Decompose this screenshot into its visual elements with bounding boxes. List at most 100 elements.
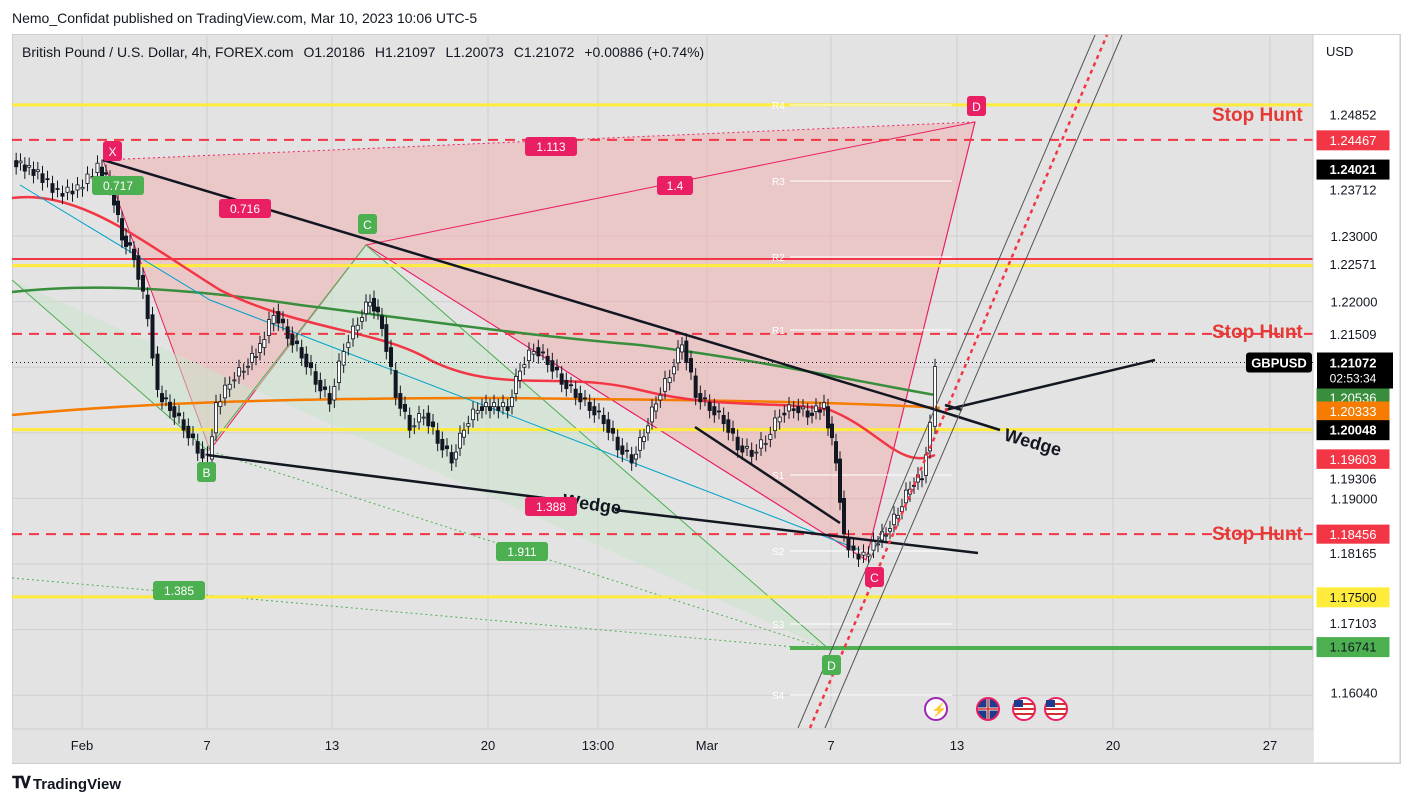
candle (75, 177, 80, 198)
price-label[interactable]: 1.20333 (1316, 401, 1390, 422)
candle (509, 389, 514, 415)
price-label[interactable]: 1.20048 (1316, 420, 1390, 441)
candle (830, 416, 835, 446)
price-label[interactable]: 1.19603 (1316, 449, 1390, 470)
time-axis[interactable] (12, 728, 1313, 762)
harmonic-pattern-green[interactable] (11, 244, 831, 651)
candle (693, 368, 698, 406)
price-label[interactable]: 1.18456 (1316, 524, 1390, 545)
candle (200, 441, 205, 466)
y-tick-label: 1.19000 (1331, 491, 1378, 506)
candle (597, 403, 602, 420)
candle (717, 403, 722, 420)
candle (866, 546, 871, 565)
candle (266, 311, 271, 344)
candle (620, 438, 625, 463)
candle (359, 309, 364, 330)
candle (150, 306, 155, 366)
event-icons[interactable]: ⚡ (924, 697, 1068, 721)
price-label[interactable]: 1.24467 (1316, 130, 1390, 151)
candle (851, 538, 856, 559)
price-label[interactable]: 1.17500 (1316, 587, 1390, 608)
price-label[interactable]: 1.24852 (1316, 105, 1390, 126)
x-tick-label: 7 (203, 738, 210, 753)
pivot-label: R3 (772, 177, 785, 188)
candle (658, 387, 663, 408)
price-label[interactable]: 1.17103 (1316, 613, 1390, 634)
candle (514, 368, 519, 402)
price-label[interactable]: 1.22571 (1316, 254, 1390, 275)
candle (470, 401, 475, 428)
price-label[interactable]: 1.21509 (1316, 324, 1390, 345)
candle (195, 433, 200, 462)
candle (475, 402, 480, 422)
price-label[interactable]: 1.24021 (1316, 159, 1390, 180)
ratio-label[interactable]: 1.385 (153, 581, 205, 600)
legend-high: H1.21097 (374, 44, 436, 60)
currency-label: USD (1326, 44, 1353, 59)
candle (120, 210, 125, 248)
candle (782, 405, 787, 423)
candle (363, 294, 368, 322)
candle (332, 378, 337, 408)
candle (262, 331, 267, 356)
ratio-label[interactable]: 0.717 (92, 176, 144, 195)
svg-text:1.20333: 1.20333 (1330, 404, 1377, 419)
ratio-label[interactable]: 0.716 (219, 199, 271, 218)
svg-text:B: B (202, 466, 210, 480)
y-tick-label: 1.16040 (1331, 686, 1378, 701)
price-label[interactable]: 1.16741 (1316, 637, 1390, 658)
candle (430, 414, 435, 435)
candle (45, 170, 50, 188)
candle (916, 466, 921, 490)
candle (564, 372, 569, 397)
footer-brand[interactable]: 𝐓𝐕 TradingView (12, 775, 121, 793)
svg-text:1.113: 1.113 (536, 140, 565, 154)
candle (726, 411, 731, 441)
candle (796, 398, 801, 421)
ratio-label[interactable]: 1.388 (525, 497, 577, 516)
pattern-point-b[interactable]: B (197, 462, 216, 482)
pattern-point-x[interactable]: X (103, 141, 122, 161)
candle (801, 399, 806, 417)
ratio-label[interactable]: 1.113 (525, 137, 577, 156)
svg-text:⚡: ⚡ (931, 702, 947, 718)
candle (777, 409, 782, 430)
x-tick-label: Feb (71, 738, 93, 753)
candle (634, 446, 639, 467)
candle (276, 303, 281, 331)
candle (735, 429, 740, 458)
candle (834, 433, 839, 471)
price-label[interactable]: 1.18165 (1316, 543, 1390, 564)
candle (172, 398, 177, 425)
candlestick-series (14, 152, 938, 567)
candle (402, 396, 407, 420)
candle (304, 346, 309, 375)
candle (407, 407, 412, 439)
svg-text:1.24021: 1.24021 (1330, 162, 1377, 177)
ratio-label[interactable]: 1.4 (657, 176, 693, 195)
candle (453, 444, 458, 467)
candle (388, 339, 393, 375)
pattern-point-d[interactable]: D (822, 655, 841, 675)
candle (642, 428, 647, 450)
candle (116, 193, 121, 223)
pattern-point-c[interactable]: C (358, 214, 377, 234)
svg-text:1.4: 1.4 (667, 179, 684, 193)
svg-text:1.388: 1.388 (536, 500, 566, 514)
price-label[interactable]: 1.23712 (1316, 179, 1390, 200)
price-label[interactable]: 1.19306 (1316, 468, 1390, 489)
candle (367, 294, 372, 314)
pattern-point-d[interactable]: D (967, 96, 986, 116)
ratio-label[interactable]: 1.911 (496, 542, 548, 561)
candle (573, 381, 578, 406)
pattern-point-c[interactable]: C (865, 567, 884, 587)
candle (822, 394, 827, 417)
candle (461, 422, 466, 446)
candle (920, 470, 925, 488)
candle (398, 385, 403, 417)
pivot-label: S1 (772, 471, 785, 482)
candle (280, 311, 285, 331)
